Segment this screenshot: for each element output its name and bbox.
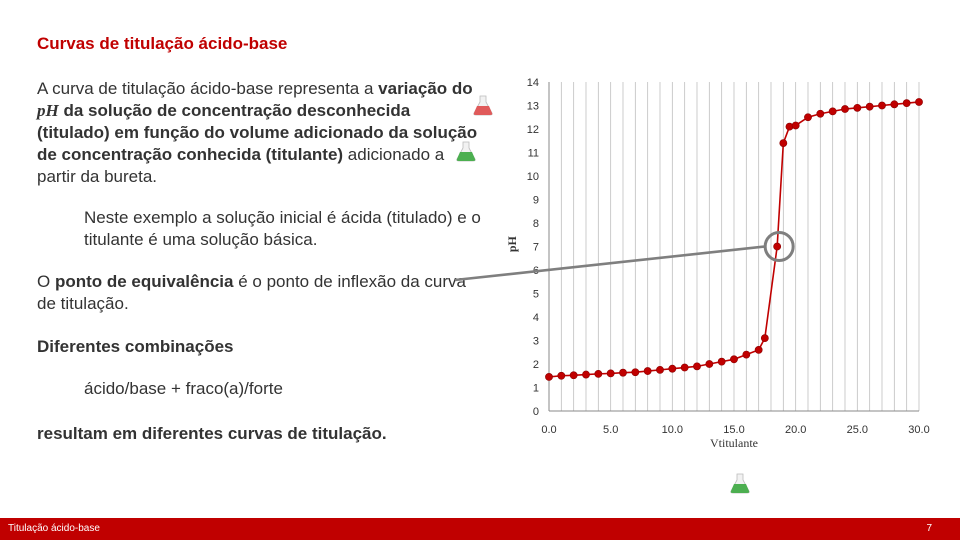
y-tick-label: 13 [527,101,539,113]
data-point [643,367,652,375]
y-tick-label: 12 [527,124,539,136]
data-point [816,109,825,118]
x-tick-label: 20.0 [785,424,806,436]
data-point [606,369,615,378]
data-point [730,355,738,364]
data-point [779,139,788,147]
equivalence-paragraph: O ponto de equivalência é o ponto de inf… [37,272,466,313]
y-tick-label: 5 [533,289,539,301]
data-point [773,242,782,251]
intro-paragraph: A curva de titulação ácido-base represen… [37,79,478,186]
data-point [569,371,578,380]
footer-bar: Titulação ácido-base 7 [0,518,960,540]
y-tick-label: 7 [533,242,539,254]
y-tick-label: 4 [533,312,539,324]
page-number: 7 [926,523,932,534]
data-point [865,102,874,111]
data-point [619,368,627,377]
equivalence-point-marker [763,231,795,262]
data-point [631,368,640,377]
equivalence-callout-line [454,245,766,282]
data-point [760,334,769,343]
y-tick-label: 3 [533,336,539,348]
x-tick-label: 5.0 [603,424,618,436]
y-tick-label: 1 [533,383,539,395]
data-point [594,369,603,378]
y-tick-label: 0 [533,406,539,418]
data-point [754,345,763,354]
y-tick-label: 6 [533,265,539,277]
data-point [902,99,911,108]
data-point [680,363,689,372]
conclusion-text: resultam em diferentes curvas de titulaç… [37,424,387,443]
data-point [668,364,677,373]
titration-curve-line [548,101,920,378]
x-tick-label: 30.0 [908,424,929,436]
data-point [557,371,566,380]
data-point [804,113,812,122]
data-point [841,105,849,113]
y-tick-label: 11 [528,148,539,160]
data-point [705,360,714,368]
flask-green-icon [456,141,476,162]
x-tick-label: 15.0 [723,424,744,436]
data-point [915,98,923,106]
data-point [878,101,886,110]
data-point [656,365,664,374]
data-point [545,373,553,381]
y-tick-label: 8 [533,218,539,230]
example-paragraph: Neste exemplo a solução inicial é ácida … [84,208,481,249]
y-tick-label: 10 [527,171,539,183]
y-axis-label: pH [505,235,519,252]
x-tick-label: 25.0 [847,424,868,436]
combinations-item: ácido/base + fraco(a)/forte [84,379,283,398]
data-point [582,370,590,379]
data-point [791,121,800,130]
slide-title: Curvas de titulação ácido-base [37,34,288,53]
data-point [828,107,837,116]
combinations-heading: Diferentes combinações [37,337,234,356]
flask-red-icon [473,95,493,116]
x-tick-label: 0.0 [541,424,556,436]
footer-title: Titulação ácido-base [8,523,100,534]
data-point [785,122,794,131]
x-tick-label: 10.0 [662,424,683,436]
y-tick-label: 9 [533,195,539,207]
data-point [717,357,726,366]
data-point [742,350,751,359]
data-point [693,362,701,371]
y-tick-label: 2 [533,359,539,371]
flask-green-icon [730,473,750,494]
x-axis-label: Vtitulante [710,436,758,450]
y-tick-label: 14 [527,77,539,89]
data-point [890,100,899,109]
data-point [853,103,862,112]
